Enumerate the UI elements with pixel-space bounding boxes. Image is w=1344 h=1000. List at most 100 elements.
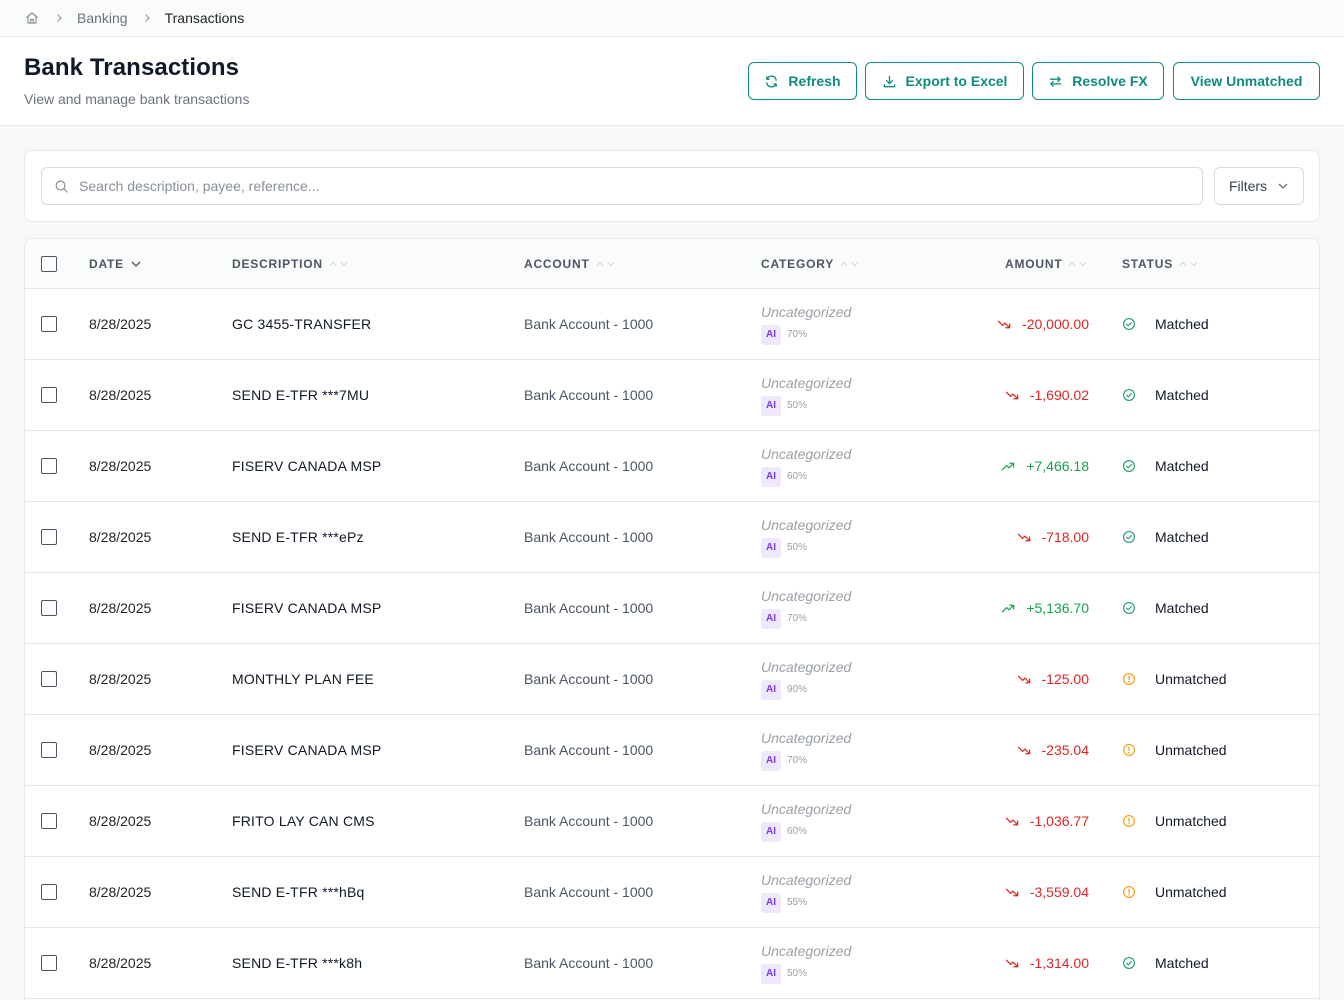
search-input[interactable] — [79, 178, 1159, 194]
ai-badge: AI — [761, 679, 781, 700]
category-cell[interactable]: Uncategorized AI 50% — [761, 928, 851, 998]
amount-cell: -1,314.00 — [1005, 928, 1089, 998]
export-excel-button[interactable]: Export to Excel — [865, 62, 1024, 100]
filters-button[interactable]: Filters — [1214, 167, 1304, 205]
ai-badge: AI — [761, 324, 781, 345]
ai-suggestion: AI 60% — [761, 466, 807, 487]
ai-badge: AI — [761, 963, 781, 984]
table-body: 8/28/2025 GC 3455-TRANSFER Bank Account - … — [25, 289, 1319, 999]
trending-down-icon — [1017, 530, 1032, 545]
table-row[interactable]: 8/28/2025 FISERV CANADA MSP Bank Account -… — [25, 715, 1319, 786]
table-row[interactable]: 8/28/2025 FISERV CANADA MSP Bank Account -… — [25, 573, 1319, 644]
date-cell: 8/28/2025 — [89, 458, 152, 474]
column-header-description[interactable]: DESCRIPTION — [232, 239, 349, 289]
date-cell: 8/28/2025 — [89, 813, 152, 829]
status-cell: Unmatched — [1122, 857, 1227, 927]
row-checkbox[interactable] — [41, 316, 57, 332]
column-header-date[interactable]: DATE — [89, 239, 142, 289]
table-row[interactable]: 8/28/2025 SEND E-TFR ***7MU Bank Account -… — [25, 360, 1319, 431]
row-checkbox[interactable] — [41, 458, 57, 474]
row-checkbox[interactable] — [41, 955, 57, 971]
row-select-cell — [41, 502, 57, 572]
category-cell[interactable]: Uncategorized AI 70% — [761, 289, 851, 359]
table-row[interactable]: 8/28/2025 SEND E-TFR ***k8h Bank Account -… — [25, 928, 1319, 999]
account-cell: Bank Account - 1000 — [524, 742, 654, 758]
check-circle-icon — [1122, 459, 1136, 473]
ai-badge: AI — [761, 537, 781, 558]
row-checkbox[interactable] — [41, 884, 57, 900]
status-cell: Unmatched — [1122, 644, 1227, 714]
status-cell: Matched — [1122, 573, 1209, 643]
date-cell: 8/28/2025 — [89, 600, 152, 616]
category-cell[interactable]: Uncategorized AI 60% — [761, 431, 851, 501]
home-icon[interactable] — [24, 10, 40, 26]
table-row[interactable]: 8/28/2025 SEND E-TFR ***hBq Bank Account -… — [25, 857, 1319, 928]
table-row[interactable]: 8/28/2025 FRITO LAY CAN CMS Bank Account -… — [25, 786, 1319, 857]
column-label: DESCRIPTION — [232, 257, 323, 271]
ai-confidence: 50% — [787, 542, 808, 553]
description-cell: FISERV CANADA MSP — [232, 458, 382, 474]
row-select-cell — [41, 644, 57, 714]
column-label: STATUS — [1122, 257, 1174, 271]
view-unmatched-button[interactable]: View Unmatched — [1173, 62, 1320, 100]
ai-confidence: 50% — [787, 400, 808, 411]
table-row[interactable]: 8/28/2025 FISERV CANADA MSP Bank Account -… — [25, 431, 1319, 502]
row-select-cell — [41, 360, 57, 430]
row-checkbox[interactable] — [41, 671, 57, 687]
ai-badge: AI — [761, 821, 781, 842]
ai-suggestion: AI 50% — [761, 963, 808, 984]
ai-badge: AI — [761, 608, 781, 629]
column-header-amount[interactable]: AMOUNT — [1005, 239, 1088, 289]
column-label: CATEGORY — [761, 257, 835, 271]
category-cell[interactable]: Uncategorized AI 70% — [761, 573, 851, 643]
row-checkbox[interactable] — [41, 742, 57, 758]
date-cell: 8/28/2025 — [89, 529, 152, 545]
category-cell[interactable]: Uncategorized AI 60% — [761, 786, 851, 856]
ai-badge: AI — [761, 892, 781, 913]
trending-down-icon — [1005, 885, 1020, 900]
chevron-down-icon — [130, 258, 142, 270]
account-cell: Bank Account - 1000 — [524, 529, 654, 545]
status-badge: Matched — [1155, 529, 1209, 545]
date-cell: 8/28/2025 — [89, 316, 152, 332]
search-box[interactable] — [41, 167, 1203, 205]
breadcrumb-banking[interactable]: Banking — [77, 10, 128, 26]
table-row[interactable]: 8/28/2025 MONTHLY PLAN FEE Bank Account - … — [25, 644, 1319, 715]
row-checkbox[interactable] — [41, 813, 57, 829]
category-cell[interactable]: Uncategorized AI 70% — [761, 715, 851, 785]
column-header-category[interactable]: CATEGORY — [761, 239, 860, 289]
table-row[interactable]: 8/28/2025 GC 3455-TRANSFER Bank Account - … — [25, 289, 1319, 360]
download-icon — [882, 74, 897, 89]
trending-up-icon — [1001, 601, 1016, 616]
category-cell[interactable]: Uncategorized AI 50% — [761, 360, 851, 430]
ai-confidence: 55% — [787, 897, 808, 908]
page-subtitle: View and manage bank transactions — [24, 91, 250, 107]
column-label: ACCOUNT — [524, 257, 590, 271]
category-cell[interactable]: Uncategorized AI 90% — [761, 644, 851, 714]
category-cell[interactable]: Uncategorized AI 55% — [761, 857, 851, 927]
category-label: Uncategorized — [761, 303, 852, 320]
ai-confidence: 60% — [787, 826, 808, 837]
row-checkbox[interactable] — [41, 600, 57, 616]
ai-suggestion: AI 60% — [761, 821, 808, 842]
amount-cell: -1,690.02 — [1005, 360, 1089, 430]
resolve-fx-button[interactable]: Resolve FX — [1032, 62, 1164, 100]
trending-down-icon — [1017, 743, 1032, 758]
refresh-button[interactable]: Refresh — [748, 62, 857, 100]
row-checkbox[interactable] — [41, 387, 57, 403]
row-checkbox[interactable] — [41, 529, 57, 545]
select-all-checkbox[interactable] — [41, 256, 57, 272]
ai-confidence: 50% — [787, 968, 808, 979]
column-header-status[interactable]: STATUS — [1122, 239, 1199, 289]
check-circle-icon — [1122, 601, 1136, 615]
column-header-account[interactable]: ACCOUNT — [524, 239, 616, 289]
status-badge: Matched — [1155, 387, 1209, 403]
category-cell[interactable]: Uncategorized AI 50% — [761, 502, 851, 572]
ai-badge: AI — [761, 750, 781, 771]
breadcrumb-transactions: Transactions — [164, 10, 245, 26]
sort-icon — [329, 259, 349, 269]
table-row[interactable]: 8/28/2025 SEND E-TFR ***ePz Bank Account -… — [25, 502, 1319, 573]
amount-value: -125.00 — [1041, 671, 1089, 687]
search-panel: Filters — [24, 150, 1320, 222]
row-select-cell — [41, 928, 57, 998]
